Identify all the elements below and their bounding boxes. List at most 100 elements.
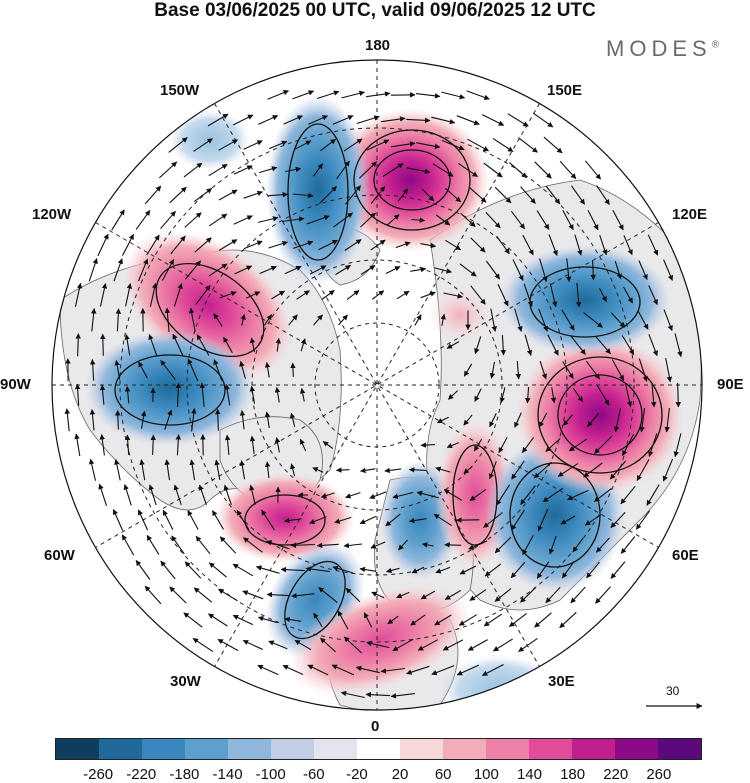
contour [537,356,663,474]
wind-vector [249,337,256,353]
wind-vector [74,433,81,457]
wind-vector [533,461,553,479]
wind-vector [575,283,582,308]
wind-vector [223,336,233,354]
wind-vector [233,165,253,175]
wind-vector [390,693,415,699]
wind-vector [338,314,348,326]
wind-vector [294,639,312,651]
wind-vector [406,665,430,675]
wind-vector [213,313,223,327]
wind-vector [663,259,674,281]
wind-vector [508,612,527,628]
wind-vector [559,160,577,180]
wind-vector [483,512,503,528]
wind-vector [587,413,599,428]
wind-vector [520,485,536,505]
lon-label-90w: 90W [0,376,31,393]
wind-vector [239,460,246,480]
wind-vector [560,515,576,525]
wind-vector [572,387,584,403]
wind-vector [346,289,360,301]
wind-vector [445,239,462,251]
wind-vector [99,384,106,405]
wind-vector [218,239,238,251]
wind-vector [280,566,306,573]
wind-vector [420,291,436,299]
wind-vector [490,308,497,332]
wind-vector [263,314,273,326]
wind-vector [410,614,426,626]
wind-vector [366,139,390,151]
wind-vector [268,191,289,198]
wind-vector [363,612,373,628]
wind-vector [88,458,97,481]
wind-vector [648,285,658,306]
wind-vector [183,162,203,178]
wind-vector [538,412,548,428]
wind-vector [448,390,458,400]
wind-vector [567,489,589,501]
wind-vector [144,585,162,605]
wind-vector [146,534,160,555]
wind-vector [548,535,557,555]
wind-vector [290,362,296,377]
wind-vector [636,459,650,481]
wind-vector [175,434,182,456]
wind-vector [494,186,512,204]
wind-vector [647,234,659,256]
wind-vector [139,459,146,481]
wind-vector [208,613,228,627]
wind-vector [458,614,477,626]
wind-vector [570,586,586,604]
wind-vector [386,214,400,226]
wind-vector [621,335,635,356]
wind-vector [610,512,626,528]
wind-vector [233,215,253,225]
wind-vector [100,333,106,356]
wind-vector [408,467,427,473]
wind-vector [398,539,408,551]
wind-vector [113,258,123,282]
wind-vector [674,333,683,358]
wind-vector [411,217,426,223]
colorbar-segment [142,739,185,759]
wind-vector [199,382,206,407]
wind-vector [635,510,651,530]
brand-text: MODES [606,36,712,61]
wind-vector [195,535,211,555]
colorbar-tick-label: 260 [646,766,672,783]
wind-vector [217,638,239,652]
wind-vector [294,140,312,150]
wind-vector [583,312,603,328]
registered-mark: ® [711,39,720,51]
wind-vector [169,586,187,604]
contour [244,494,326,546]
wind-vector [474,336,482,355]
lon-label-150e: 150E [547,82,583,99]
wind-vector [514,412,522,428]
wind-vector [410,266,427,273]
wind-vector [590,260,596,281]
wind-vector [623,235,633,256]
wind-vector [545,185,561,205]
wind-vector [508,161,528,179]
wind-vector [611,359,625,381]
wind-vector [299,438,307,452]
wind-vector [532,112,554,128]
wind-vector [337,610,349,630]
wind-vector [213,359,223,381]
wind-vector [64,408,71,432]
wind-vector [385,513,401,527]
colorbar-segment [486,739,529,759]
colorbar-segment [357,739,400,759]
wind-vector [456,115,480,126]
wind-vector [218,139,238,151]
wind-vector [218,588,238,602]
colorbar-tick-label: 100 [473,766,499,783]
colorbar-segment [400,739,443,759]
wind-vector [74,383,81,406]
wind-vector [518,137,538,153]
wind-vector [112,508,124,531]
wind-vector [665,358,673,383]
